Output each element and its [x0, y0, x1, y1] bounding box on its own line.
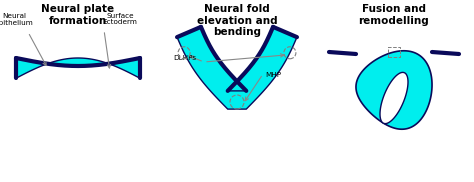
Polygon shape [16, 58, 140, 78]
Text: Surface
Ectoderm: Surface Ectoderm [102, 13, 137, 25]
Text: Neural plate
formation: Neural plate formation [41, 4, 115, 26]
Text: Neural
Epithelium: Neural Epithelium [0, 13, 33, 27]
Polygon shape [380, 72, 408, 124]
Polygon shape [177, 27, 297, 109]
Text: Neural fold
elevation and
bending: Neural fold elevation and bending [197, 4, 277, 37]
Text: DLHPs: DLHPs [173, 55, 196, 61]
Text: MHP: MHP [265, 72, 281, 78]
Polygon shape [356, 51, 432, 129]
Text: Fusion and
remodelling: Fusion and remodelling [359, 4, 429, 26]
